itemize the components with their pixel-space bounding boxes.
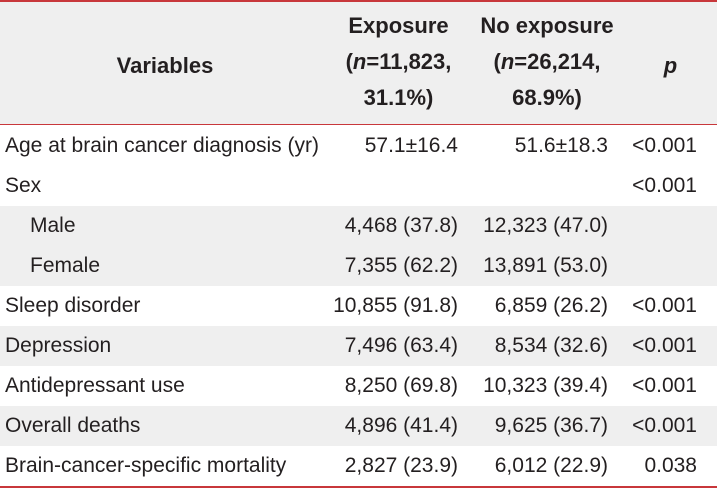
bottom-rule: [0, 486, 717, 488]
cell-exposure: 2,827 (23.9): [344, 454, 458, 477]
cell-exposure: 8,250 (69.8): [344, 374, 458, 397]
cell-no-exposure: 13,891 (53.0): [483, 254, 608, 277]
table-row: Male 4,468 (37.8) 12,323 (47.0): [0, 206, 717, 246]
header-variables: Variables: [116, 53, 214, 78]
cell-variable: Overall deaths: [5, 414, 141, 437]
cell-variable: Male: [30, 214, 76, 237]
cell-p-value: <0.001: [632, 174, 697, 197]
header-rule: [0, 124, 717, 125]
cell-variable: Female: [30, 254, 101, 277]
cell-no-exposure: 9,625 (36.7): [494, 414, 608, 437]
header-exposure-line2: (n=11,823,: [345, 49, 452, 74]
header-no-exposure-count: =26,214,: [514, 49, 601, 74]
cell-p-value: <0.001: [632, 414, 697, 437]
cell-variable: Brain-cancer-specific mortality: [5, 454, 287, 477]
cell-no-exposure: 51.6±18.3: [514, 134, 608, 157]
header-exposure-count: =11,823,: [366, 49, 452, 74]
header-no-exposure-line1: No exposure: [480, 13, 614, 38]
cell-p-value: <0.001: [632, 294, 697, 317]
table-row: Overall deaths 4,896 (41.4) 9,625 (36.7)…: [0, 406, 717, 446]
header-no-exposure: No exposure (n=26,214, 68.9%): [472, 8, 622, 116]
cell-no-exposure: 6,859 (26.2): [494, 294, 608, 317]
cell-p-value: <0.001: [632, 374, 697, 397]
cell-variable: Depression: [5, 334, 112, 357]
cell-variable: Age at brain cancer diagnosis (yr): [5, 134, 319, 157]
cell-variable: Sex: [5, 174, 42, 197]
cell-no-exposure: 12,323 (47.0): [483, 214, 608, 237]
table-row: Sex <0.001: [0, 166, 717, 206]
cell-exposure: 7,355 (62.2): [344, 254, 458, 277]
header-no-exposure-n: n: [500, 49, 515, 74]
table-row: Depression 7,496 (63.4) 8,534 (32.6) <0.…: [0, 326, 717, 366]
table-row: Antidepressant use 8,250 (69.8) 10,323 (…: [0, 366, 717, 406]
header-no-exposure-line2: (n=26,214,: [493, 49, 601, 74]
table-header: [0, 2, 717, 124]
cell-p-value: <0.001: [632, 134, 697, 157]
cell-exposure: 10,855 (91.8): [333, 294, 458, 317]
table-row: Age at brain cancer diagnosis (yr) 57.1±…: [0, 126, 717, 166]
cell-no-exposure: 6,012 (22.9): [494, 454, 608, 477]
cell-exposure: 7,496 (63.4): [344, 334, 458, 357]
cell-exposure: 4,896 (41.4): [344, 414, 458, 437]
cell-no-exposure: 8,534 (32.6): [494, 334, 608, 357]
cell-variable: Sleep disorder: [5, 294, 141, 317]
cell-variable: Antidepressant use: [5, 374, 185, 397]
cell-no-exposure: 10,323 (39.4): [483, 374, 608, 397]
header-exposure: Exposure (n=11,823, 31.1%): [326, 8, 471, 116]
cell-p-value: <0.001: [632, 334, 697, 357]
cell-p-value: 0.038: [644, 454, 697, 477]
header-p-value: p: [663, 53, 678, 78]
table-row: Female 7,355 (62.2) 13,891 (53.0): [0, 246, 717, 286]
cell-exposure: 57.1±16.4: [364, 134, 458, 157]
table-row: Sleep disorder 10,855 (91.8) 6,859 (26.2…: [0, 286, 717, 326]
header-no-exposure-line3: 68.9%): [512, 85, 582, 110]
table-row: Brain-cancer-specific mortality 2,827 (2…: [0, 446, 717, 486]
header-exposure-n: n: [352, 49, 367, 74]
header-exposure-line1: Exposure: [348, 13, 449, 38]
header-exposure-line3: 31.1%): [363, 85, 434, 110]
cell-exposure: 4,468 (37.8): [344, 214, 458, 237]
top-rule: [0, 0, 717, 2]
